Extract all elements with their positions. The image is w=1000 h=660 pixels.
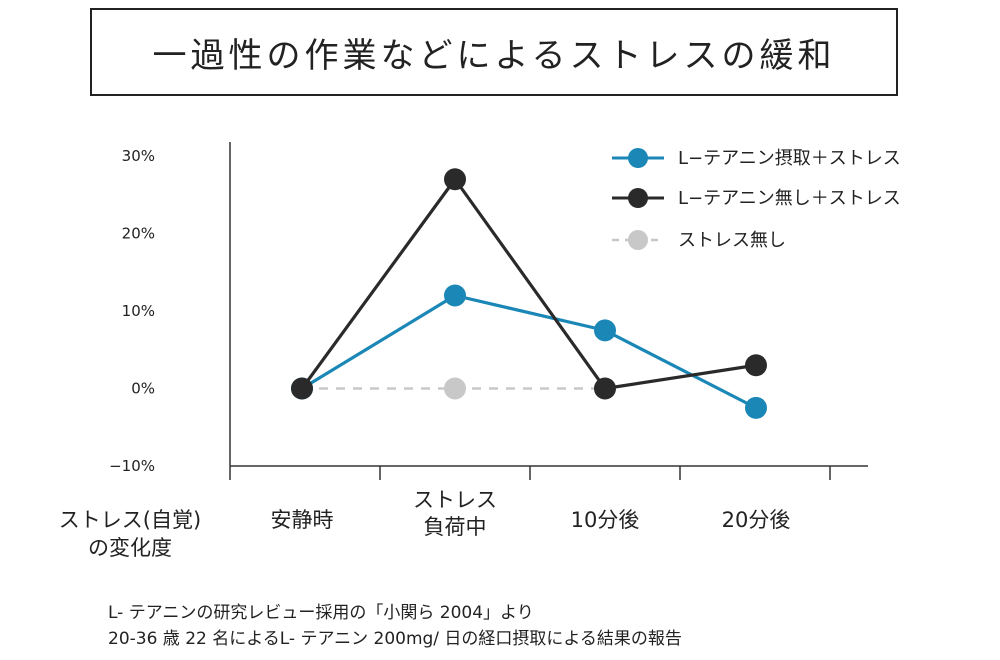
y-tick-label-0: 30% xyxy=(122,147,155,165)
x-category-label-1-0: ストレス xyxy=(413,488,497,512)
legend-label-2: ストレス無し xyxy=(678,230,786,251)
series-1-point-2 xyxy=(594,377,616,400)
y-tick-label-4: −10% xyxy=(109,457,155,475)
y-axis-title-line-0: ストレス(自覚) xyxy=(59,508,201,532)
x-category-label-2-0: 10分後 xyxy=(571,508,640,532)
y-tick-label-3: 0% xyxy=(131,380,155,398)
series-line-1 xyxy=(300,177,757,391)
x-category-label-0-0: 安静時 xyxy=(271,508,334,532)
series-0-point-1 xyxy=(444,284,466,307)
footnote-detail: 20-36 歳 22 名によるL- テアニン 200mg/ 日の経口摂取による結… xyxy=(108,629,682,649)
series-1-point-3 xyxy=(745,354,767,377)
series-1-point-0 xyxy=(291,377,313,400)
x-category-label-3-0: 20分後 xyxy=(722,508,791,532)
legend-label-0: L−テアニン摂取＋ストレス xyxy=(678,148,901,169)
chart-title: 一過性の作業などによるストレスの緩和 xyxy=(152,35,836,76)
legend-marker-1 xyxy=(628,188,648,208)
series-0-point-3 xyxy=(745,396,767,419)
legend-marker-0 xyxy=(628,148,648,168)
series-line-0 xyxy=(301,293,757,410)
series-0-point-2 xyxy=(594,319,616,342)
title-box: 一過性の作業などによるストレスの緩和 xyxy=(90,8,898,96)
y-tick-label-2: 10% xyxy=(122,302,155,320)
legend-label-1: L−テアニン無し＋ストレス xyxy=(678,188,901,209)
footnote-source: L- テアニンの研究レビュー採用の「小関ら 2004」より xyxy=(108,603,534,623)
series-2-point-1 xyxy=(444,377,466,400)
y-tick-label-1: 20% xyxy=(122,225,155,243)
y-axis-title-line-1: の変化度 xyxy=(88,536,172,560)
series-1-point-1 xyxy=(444,168,466,191)
legend-marker-2 xyxy=(628,230,648,250)
x-category-label-1-1: 負荷中 xyxy=(424,515,487,539)
